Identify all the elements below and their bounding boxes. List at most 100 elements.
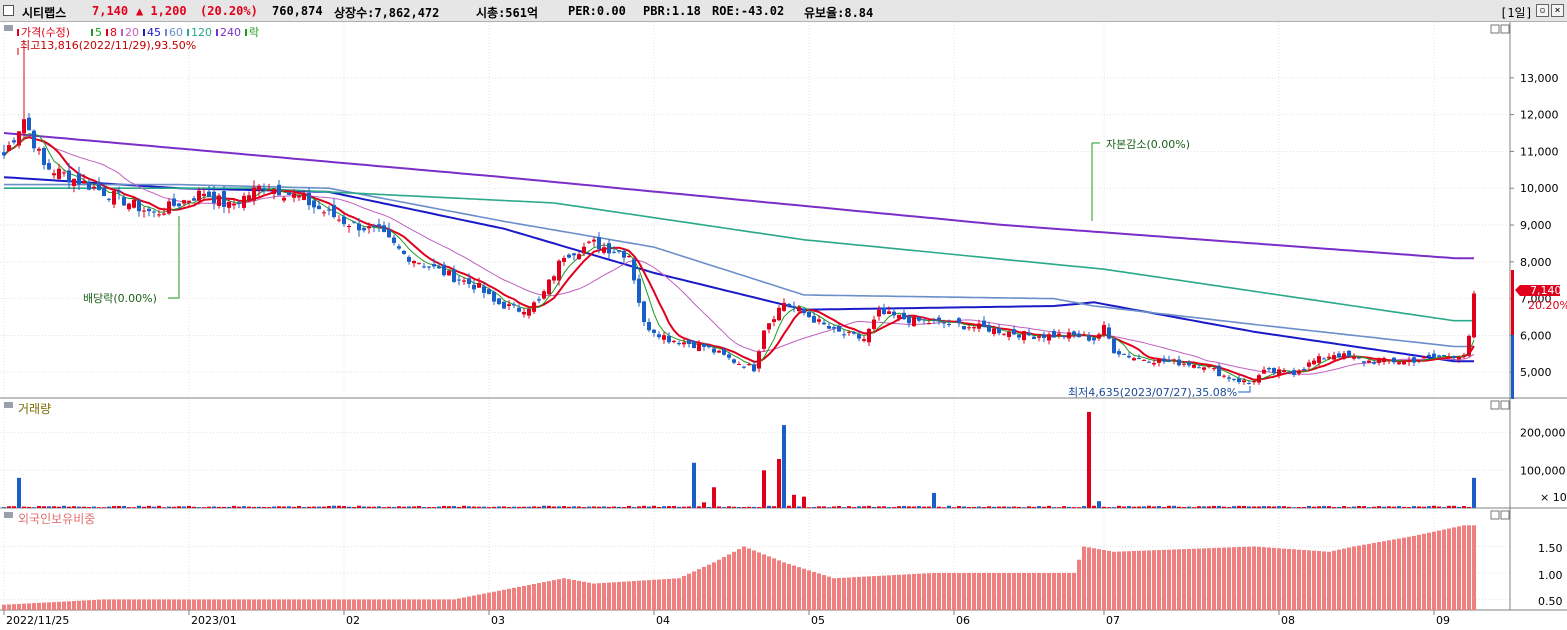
candle-body	[1167, 359, 1171, 362]
candle-body	[117, 190, 121, 193]
panel-menu-icon[interactable]	[4, 25, 13, 31]
volume-bar	[702, 502, 706, 508]
foreign-bar	[282, 599, 286, 610]
candle-body	[2, 152, 6, 156]
volume-bar	[1012, 506, 1016, 508]
period-selector[interactable]: [1일]	[1500, 6, 1533, 20]
volume-bar	[377, 506, 381, 508]
volume-bar	[932, 492, 936, 508]
foreign-bar	[1187, 548, 1191, 610]
foreign-bar	[152, 599, 156, 610]
candle-body	[127, 203, 131, 210]
volume-bar	[732, 506, 736, 508]
volume-panel-maximize-icon[interactable]	[1490, 400, 1500, 410]
candle-body	[832, 327, 836, 329]
candle-body	[817, 319, 821, 322]
legend-label-5[interactable]: 60	[169, 26, 183, 39]
foreign-bar	[597, 583, 601, 610]
volume-bar	[647, 506, 651, 508]
legend-label-0[interactable]: 가격(수정)	[21, 26, 70, 39]
foreign-bar	[307, 599, 311, 610]
candle-body	[977, 323, 981, 329]
candle-body	[702, 343, 706, 347]
volume-bar	[447, 506, 451, 508]
foreign-bar	[1252, 546, 1256, 610]
volume-bar	[417, 506, 421, 508]
volume-bar	[497, 506, 501, 508]
foreign-bar	[342, 599, 346, 610]
candle-body	[287, 192, 291, 195]
candle-body	[1442, 355, 1446, 357]
candle-body	[267, 189, 271, 191]
candle-body	[562, 257, 566, 262]
volume-bar	[82, 506, 86, 508]
foreign-bar	[742, 546, 746, 610]
legend-label-1[interactable]: 5	[95, 26, 102, 39]
candle-body	[1182, 363, 1186, 365]
foreign-bar	[127, 599, 131, 610]
volume-bar	[962, 506, 966, 508]
candle-body	[632, 259, 636, 281]
candle-body	[422, 266, 426, 268]
candle-body	[577, 254, 581, 260]
volume-bar	[1387, 506, 1391, 508]
candle-body	[417, 262, 421, 264]
foreign-panel-maximize-icon[interactable]	[1490, 510, 1500, 520]
foreign-bar	[1172, 549, 1176, 610]
volume-bar	[1267, 506, 1271, 508]
foreign-bar	[17, 603, 21, 610]
foreign-bar	[1212, 547, 1216, 610]
volume-bar	[1017, 506, 1021, 508]
volume-bar	[1352, 506, 1356, 508]
foreign-bar	[72, 601, 76, 610]
foreign-bar	[727, 554, 731, 610]
foreign-bar	[1317, 551, 1321, 610]
foreign-bar	[162, 599, 166, 610]
volume-bar	[992, 506, 996, 508]
foreign-bar	[397, 599, 401, 610]
volume-bar	[157, 505, 161, 508]
volume-bar	[592, 506, 596, 508]
foreign-bar	[1012, 572, 1016, 610]
volume-bar	[1362, 506, 1366, 508]
candle-body	[1107, 327, 1111, 339]
volume-panel-menu-icon[interactable]	[4, 402, 13, 408]
legend-label-6[interactable]: 120	[191, 26, 212, 39]
legend-label-4[interactable]: 45	[147, 26, 161, 39]
candle-body	[877, 309, 881, 317]
volume-panel-close-icon[interactable]	[1500, 400, 1510, 410]
volume-bar	[1177, 506, 1181, 508]
foreign-bar	[1402, 537, 1406, 610]
volume-bar	[1142, 506, 1146, 508]
legend-label-7[interactable]: 240	[220, 26, 241, 39]
volume-bar	[1417, 506, 1421, 508]
panel-maximize-icon[interactable]	[1490, 24, 1500, 34]
foreign-bar	[1002, 572, 1006, 610]
volume-bar	[2, 507, 6, 508]
volume-bar	[867, 505, 871, 508]
volume-bar	[1167, 505, 1171, 508]
date-label-4: 04	[656, 614, 670, 627]
close-icon[interactable]: ×	[1551, 4, 1564, 17]
candle-body	[347, 226, 351, 228]
foreign-bar	[612, 582, 616, 610]
select-checkbox[interactable]	[3, 5, 14, 16]
legend-label-8[interactable]: 락	[249, 26, 259, 39]
volume-bar	[1382, 506, 1386, 508]
candle-body	[772, 319, 776, 322]
volume-bar	[457, 506, 461, 508]
foreign-bar	[1427, 532, 1431, 610]
volume-bar	[1432, 505, 1436, 508]
foreign-bar	[1197, 548, 1201, 610]
foreign-bar	[932, 572, 936, 610]
legend-label-3[interactable]: 20	[125, 26, 139, 39]
foreign-panel-menu-icon[interactable]	[4, 512, 13, 518]
volume-bar	[482, 506, 486, 508]
candle-body	[1287, 371, 1291, 373]
panel-close-icon[interactable]	[1500, 24, 1510, 34]
foreign-bar	[57, 601, 61, 610]
price-tick-7: 12,000	[1520, 109, 1559, 122]
maximize-icon[interactable]: ▫	[1536, 4, 1549, 17]
foreign-panel-close-icon[interactable]	[1500, 510, 1510, 520]
legend-label-2[interactable]: 8	[110, 26, 117, 39]
